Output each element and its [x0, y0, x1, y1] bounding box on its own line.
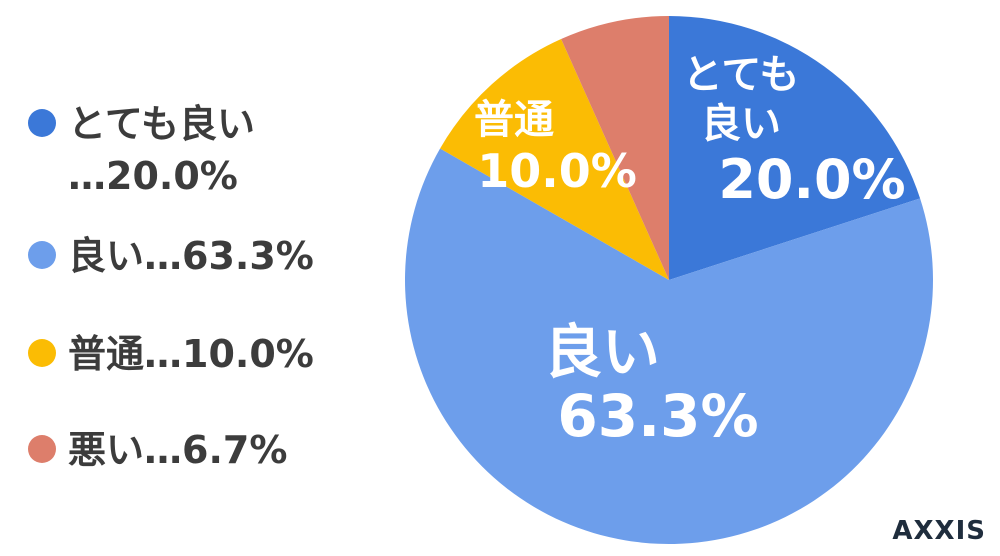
legend-dot-bad — [28, 435, 56, 463]
legend-item-very-good: とても良い …20.0% — [28, 98, 255, 202]
pie-slice-good — [404, 148, 934, 544]
legend-dot-good — [28, 241, 56, 269]
legend-item-good: 良い…63.3% — [28, 230, 314, 282]
legend-item-normal: 普通…10.0% — [28, 328, 314, 380]
slice-label-normal-name: 普通 — [474, 97, 554, 143]
slice-label-good-name: 良い — [544, 318, 660, 386]
pie-slice-normal — [440, 39, 669, 280]
pie-slice-bad — [561, 16, 669, 280]
slice-label-very-good-value: 20.0% — [718, 148, 905, 211]
chart-legend: とても良い …20.0% 良い…63.3% 普通…10.0% 悪い…6.7% — [28, 0, 388, 556]
legend-label-bad: 悪い…6.7% — [68, 428, 288, 472]
pie-slice-very-good — [669, 16, 921, 280]
axxis-logo: AXXIS — [892, 516, 986, 546]
legend-label-very-good: とても良い …20.0% — [68, 102, 255, 198]
slice-label-good-value: 63.3% — [557, 382, 758, 450]
legend-label-normal: 普通…10.0% — [68, 332, 314, 376]
legend-label-good: 良い…63.3% — [68, 234, 314, 278]
legend-dot-very-good — [28, 109, 56, 137]
legend-item-bad: 悪い…6.7% — [28, 424, 287, 476]
legend-dot-normal — [28, 339, 56, 367]
slice-label-very-good-line2: 良い — [701, 101, 781, 147]
slice-label-very-good-line1: とても — [683, 52, 800, 98]
slice-label-normal-value: 10.0% — [477, 144, 637, 198]
